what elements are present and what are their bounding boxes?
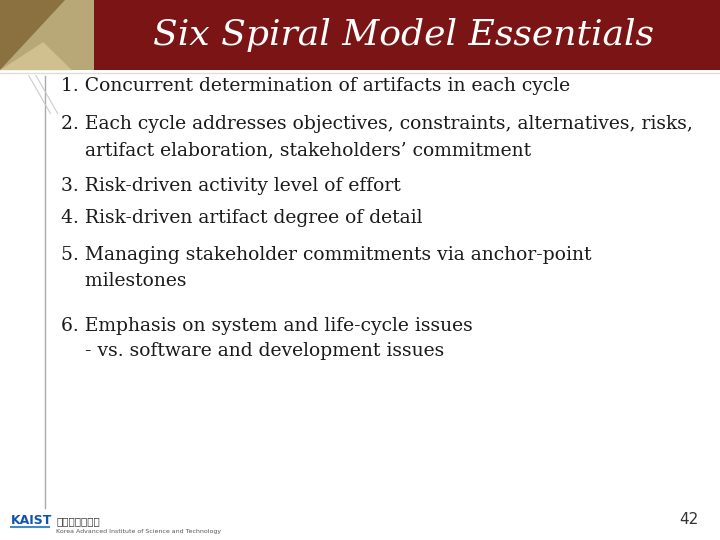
Text: 한국과학기술원: 한국과학기술원 xyxy=(56,516,100,526)
Polygon shape xyxy=(0,0,94,70)
Text: 1. Concurrent determination of artifacts in each cycle: 1. Concurrent determination of artifacts… xyxy=(61,77,570,96)
Text: 42: 42 xyxy=(679,511,698,526)
Text: 6. Emphasis on system and life-cycle issues: 6. Emphasis on system and life-cycle iss… xyxy=(61,316,473,335)
FancyBboxPatch shape xyxy=(0,0,720,70)
Text: 4. Risk-driven artifact degree of detail: 4. Risk-driven artifact degree of detail xyxy=(61,208,423,227)
Text: - vs. software and development issues: - vs. software and development issues xyxy=(61,342,444,360)
Polygon shape xyxy=(0,0,65,70)
Text: 2. Each cycle addresses objectives, constraints, alternatives, risks,: 2. Each cycle addresses objectives, cons… xyxy=(61,115,693,133)
Text: milestones: milestones xyxy=(61,272,186,290)
Text: Six Spiral Model Essentials: Six Spiral Model Essentials xyxy=(153,18,654,52)
Text: artifact elaboration, stakeholders’ commitment: artifact elaboration, stakeholders’ comm… xyxy=(61,141,531,159)
Text: 3. Risk-driven activity level of effort: 3. Risk-driven activity level of effort xyxy=(61,177,401,195)
Polygon shape xyxy=(0,42,72,70)
Text: Korea Advanced Institute of Science and Technology: Korea Advanced Institute of Science and … xyxy=(56,529,221,534)
Text: 5. Managing stakeholder commitments via anchor-point: 5. Managing stakeholder commitments via … xyxy=(61,246,592,264)
Text: KAIST: KAIST xyxy=(11,514,52,526)
